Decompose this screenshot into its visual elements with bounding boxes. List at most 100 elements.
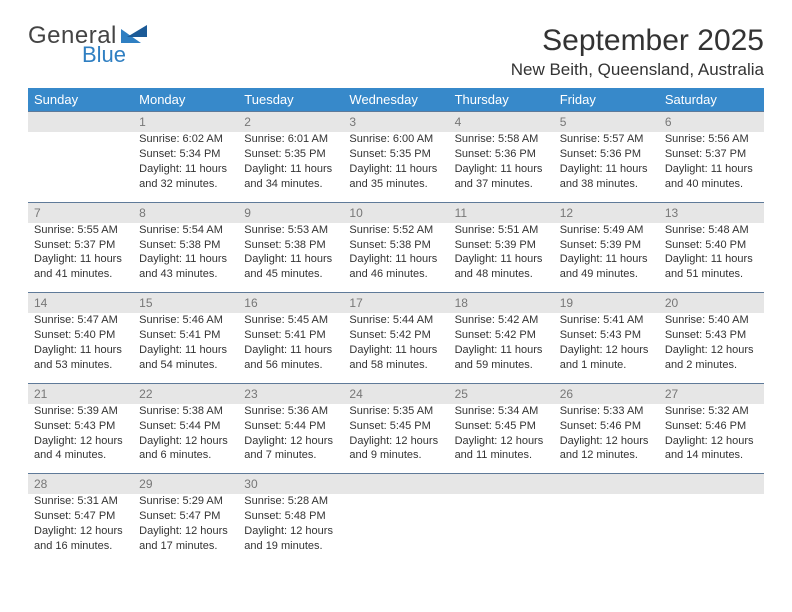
sunset-text: Sunset: 5:44 PM: [139, 419, 232, 434]
day-number-cell: 14: [28, 293, 133, 314]
day-content-cell: Sunrise: 5:46 AMSunset: 5:41 PMDaylight:…: [133, 313, 238, 383]
day-content-cell: Sunrise: 5:35 AMSunset: 5:45 PMDaylight:…: [343, 404, 448, 474]
sunrise-text: Sunrise: 5:32 AM: [665, 404, 758, 419]
calendar-table: SundayMondayTuesdayWednesdayThursdayFrid…: [28, 88, 764, 564]
daylight-text: Daylight: 12 hours and 17 minutes.: [139, 524, 232, 554]
sunrise-text: Sunrise: 5:52 AM: [349, 223, 442, 238]
day-number-cell: [343, 474, 448, 495]
sunset-text: Sunset: 5:35 PM: [244, 147, 337, 162]
day-number-cell: 3: [343, 112, 448, 133]
day-content-cell: Sunrise: 5:55 AMSunset: 5:37 PMDaylight:…: [28, 223, 133, 293]
day-content-cell: Sunrise: 5:33 AMSunset: 5:46 PMDaylight:…: [554, 404, 659, 474]
day-number-cell: 7: [28, 202, 133, 223]
sunrise-text: Sunrise: 5:42 AM: [455, 313, 548, 328]
sunrise-text: Sunrise: 5:29 AM: [139, 494, 232, 509]
sunrise-text: Sunrise: 5:38 AM: [139, 404, 232, 419]
sunset-text: Sunset: 5:44 PM: [244, 419, 337, 434]
sunset-text: Sunset: 5:40 PM: [665, 238, 758, 253]
weekday-header: Friday: [554, 88, 659, 112]
sunrise-text: Sunrise: 5:41 AM: [560, 313, 653, 328]
day-content-cell: Sunrise: 5:45 AMSunset: 5:41 PMDaylight:…: [238, 313, 343, 383]
sunset-text: Sunset: 5:42 PM: [349, 328, 442, 343]
day-content-cell: Sunrise: 5:34 AMSunset: 5:45 PMDaylight:…: [449, 404, 554, 474]
daylight-text: Daylight: 11 hours and 49 minutes.: [560, 252, 653, 282]
day-number-row: 14151617181920: [28, 293, 764, 314]
sunrise-text: Sunrise: 5:55 AM: [34, 223, 127, 238]
daylight-text: Daylight: 11 hours and 54 minutes.: [139, 343, 232, 373]
daylight-text: Daylight: 11 hours and 51 minutes.: [665, 252, 758, 282]
daylight-text: Daylight: 12 hours and 6 minutes.: [139, 434, 232, 464]
daylight-text: Daylight: 12 hours and 2 minutes.: [665, 343, 758, 373]
sunrise-text: Sunrise: 5:45 AM: [244, 313, 337, 328]
sunrise-text: Sunrise: 6:01 AM: [244, 132, 337, 147]
day-number-cell: 30: [238, 474, 343, 495]
sunset-text: Sunset: 5:34 PM: [139, 147, 232, 162]
day-content-cell: Sunrise: 6:02 AMSunset: 5:34 PMDaylight:…: [133, 132, 238, 202]
daylight-text: Daylight: 11 hours and 45 minutes.: [244, 252, 337, 282]
day-content-cell: Sunrise: 5:28 AMSunset: 5:48 PMDaylight:…: [238, 494, 343, 563]
daylight-text: Daylight: 12 hours and 11 minutes.: [455, 434, 548, 464]
daylight-text: Daylight: 11 hours and 46 minutes.: [349, 252, 442, 282]
sunrise-text: Sunrise: 5:47 AM: [34, 313, 127, 328]
day-content-cell: Sunrise: 5:52 AMSunset: 5:38 PMDaylight:…: [343, 223, 448, 293]
day-content-cell: Sunrise: 5:32 AMSunset: 5:46 PMDaylight:…: [659, 404, 764, 474]
day-content-cell: Sunrise: 5:57 AMSunset: 5:36 PMDaylight:…: [554, 132, 659, 202]
daylight-text: Daylight: 12 hours and 7 minutes.: [244, 434, 337, 464]
sunset-text: Sunset: 5:43 PM: [560, 328, 653, 343]
sunrise-text: Sunrise: 5:31 AM: [34, 494, 127, 509]
daylight-text: Daylight: 11 hours and 40 minutes.: [665, 162, 758, 192]
sunrise-text: Sunrise: 5:36 AM: [244, 404, 337, 419]
day-number-cell: 12: [554, 202, 659, 223]
sunset-text: Sunset: 5:39 PM: [455, 238, 548, 253]
page-header: General Blue September 2025 New Beith, Q…: [28, 24, 764, 80]
day-number-cell: 9: [238, 202, 343, 223]
day-content-cell: Sunrise: 5:51 AMSunset: 5:39 PMDaylight:…: [449, 223, 554, 293]
logo-word2: Blue: [82, 44, 147, 66]
day-content-cell: Sunrise: 5:44 AMSunset: 5:42 PMDaylight:…: [343, 313, 448, 383]
day-number-row: 123456: [28, 112, 764, 133]
daylight-text: Daylight: 12 hours and 4 minutes.: [34, 434, 127, 464]
sunrise-text: Sunrise: 5:48 AM: [665, 223, 758, 238]
day-content-cell: Sunrise: 5:40 AMSunset: 5:43 PMDaylight:…: [659, 313, 764, 383]
day-content-cell: Sunrise: 5:53 AMSunset: 5:38 PMDaylight:…: [238, 223, 343, 293]
day-content-cell: Sunrise: 5:48 AMSunset: 5:40 PMDaylight:…: [659, 223, 764, 293]
weekday-header: Sunday: [28, 88, 133, 112]
day-content-row: Sunrise: 5:31 AMSunset: 5:47 PMDaylight:…: [28, 494, 764, 563]
day-content-cell: [659, 494, 764, 563]
day-number-cell: 13: [659, 202, 764, 223]
sunrise-text: Sunrise: 5:33 AM: [560, 404, 653, 419]
daylight-text: Daylight: 11 hours and 35 minutes.: [349, 162, 442, 192]
daylight-text: Daylight: 11 hours and 37 minutes.: [455, 162, 548, 192]
daylight-text: Daylight: 11 hours and 32 minutes.: [139, 162, 232, 192]
day-content-cell: Sunrise: 5:36 AMSunset: 5:44 PMDaylight:…: [238, 404, 343, 474]
sunset-text: Sunset: 5:43 PM: [665, 328, 758, 343]
daylight-text: Daylight: 12 hours and 1 minute.: [560, 343, 653, 373]
sunset-text: Sunset: 5:46 PM: [665, 419, 758, 434]
day-number-cell: 6: [659, 112, 764, 133]
sunset-text: Sunset: 5:42 PM: [455, 328, 548, 343]
day-number-cell: 8: [133, 202, 238, 223]
day-number-cell: 10: [343, 202, 448, 223]
day-content-cell: [28, 132, 133, 202]
sunset-text: Sunset: 5:36 PM: [560, 147, 653, 162]
daylight-text: Daylight: 11 hours and 34 minutes.: [244, 162, 337, 192]
sunrise-text: Sunrise: 5:46 AM: [139, 313, 232, 328]
day-number-cell: 20: [659, 293, 764, 314]
sunset-text: Sunset: 5:45 PM: [349, 419, 442, 434]
sunrise-text: Sunrise: 6:00 AM: [349, 132, 442, 147]
daylight-text: Daylight: 11 hours and 38 minutes.: [560, 162, 653, 192]
day-content-row: Sunrise: 5:47 AMSunset: 5:40 PMDaylight:…: [28, 313, 764, 383]
day-content-cell: Sunrise: 6:01 AMSunset: 5:35 PMDaylight:…: [238, 132, 343, 202]
day-number-cell: 18: [449, 293, 554, 314]
day-number-cell: 19: [554, 293, 659, 314]
day-number-cell: 29: [133, 474, 238, 495]
sunrise-text: Sunrise: 5:40 AM: [665, 313, 758, 328]
day-content-cell: [554, 494, 659, 563]
location-text: New Beith, Queensland, Australia: [511, 60, 764, 80]
daylight-text: Daylight: 12 hours and 19 minutes.: [244, 524, 337, 554]
day-content-cell: Sunrise: 5:41 AMSunset: 5:43 PMDaylight:…: [554, 313, 659, 383]
weekday-header: Monday: [133, 88, 238, 112]
day-content-cell: Sunrise: 5:58 AMSunset: 5:36 PMDaylight:…: [449, 132, 554, 202]
day-number-row: 282930: [28, 474, 764, 495]
daylight-text: Daylight: 11 hours and 43 minutes.: [139, 252, 232, 282]
